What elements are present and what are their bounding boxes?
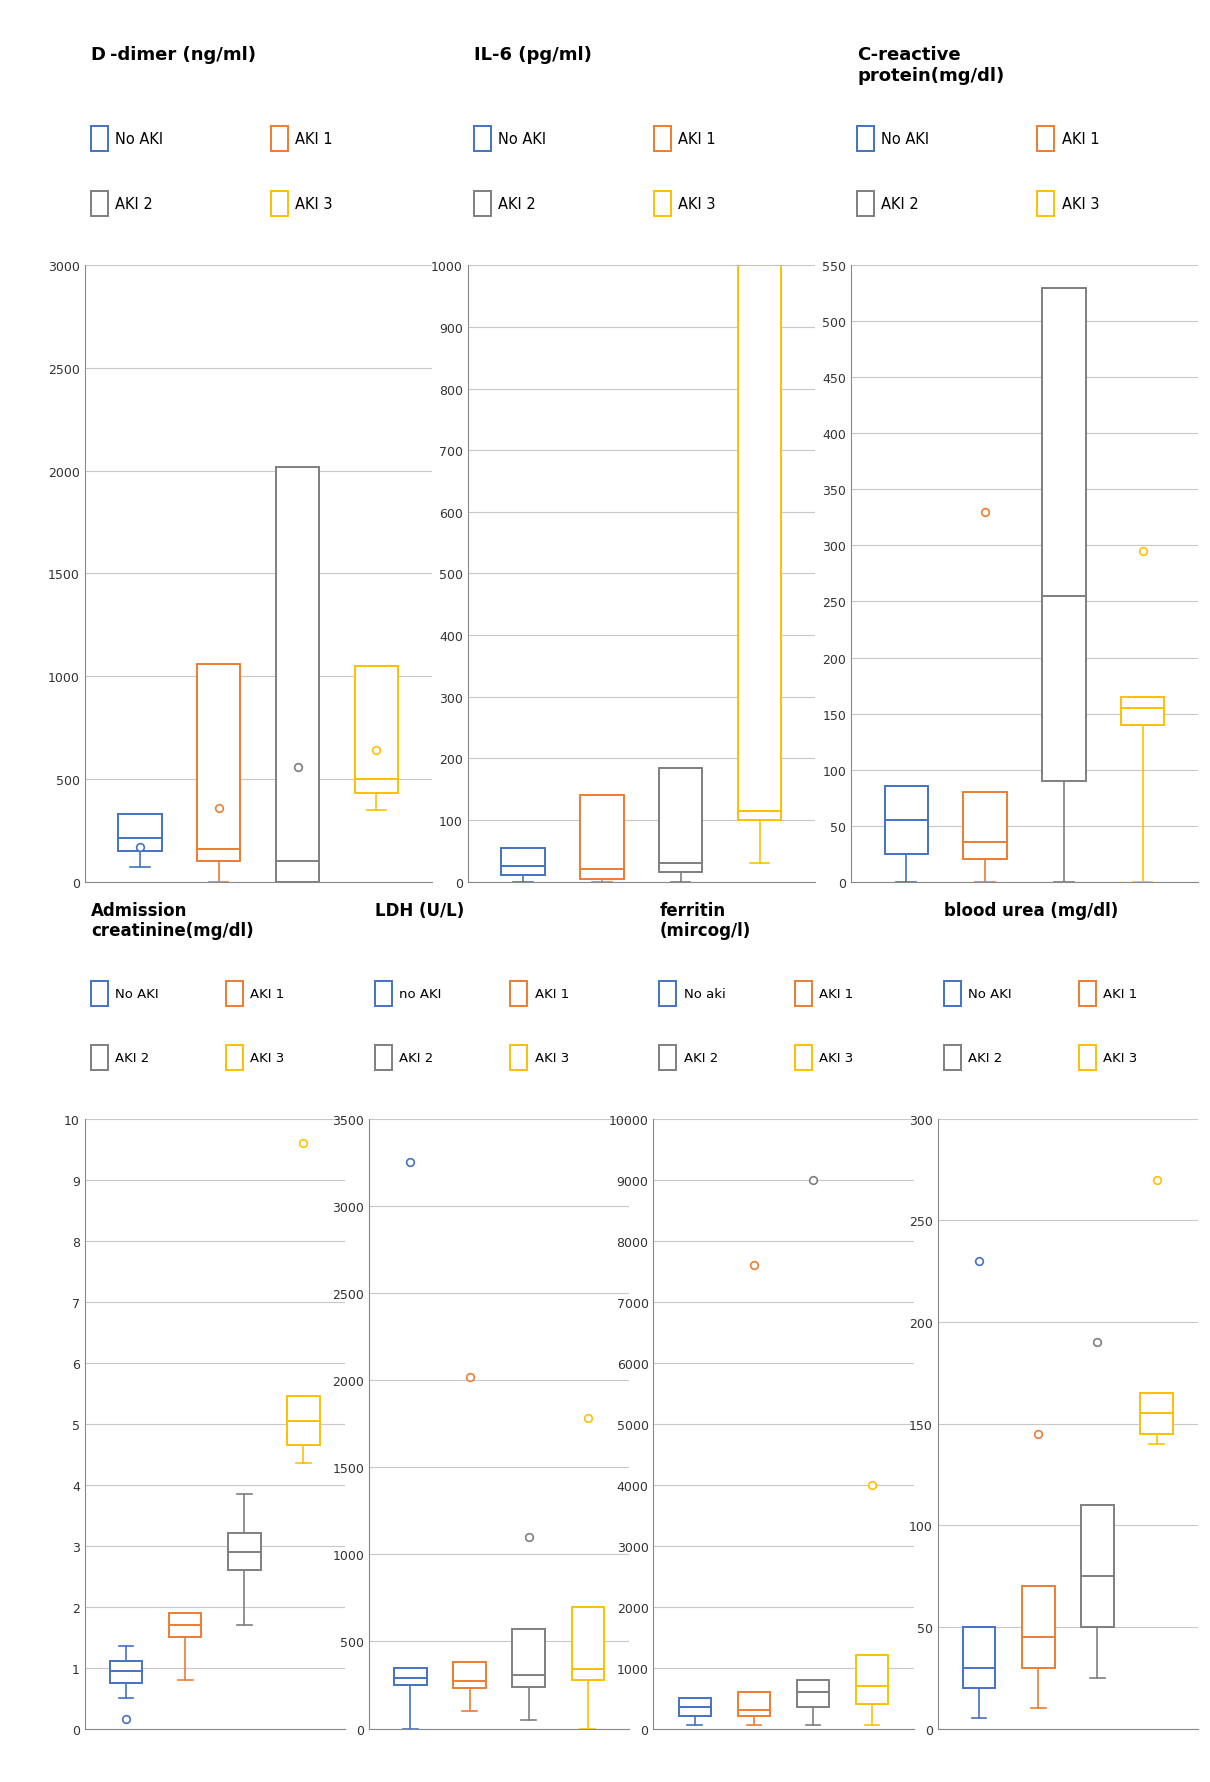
Bar [885, 788, 928, 854]
Bar [963, 793, 1007, 859]
Bar [276, 467, 319, 882]
Bar [512, 1629, 544, 1688]
Text: Admission
creatinine(mg/dl): Admission creatinine(mg/dl) [91, 902, 253, 939]
Text: blood urea (mg/dl): blood urea (mg/dl) [944, 902, 1118, 920]
Bar [197, 665, 241, 861]
Bar [738, 266, 782, 820]
Text: AKI 1: AKI 1 [1061, 132, 1099, 148]
Bar [501, 848, 544, 877]
Bar [571, 1607, 604, 1680]
Text: No AKI: No AKI [115, 132, 163, 148]
Text: D: D [91, 46, 105, 64]
Text: AKI 1: AKI 1 [1104, 987, 1137, 1001]
Text: AKI 3: AKI 3 [295, 198, 333, 212]
Text: C-reactive
protein(mg/dl): C-reactive protein(mg/dl) [857, 46, 1004, 86]
Text: AKI 1: AKI 1 [295, 132, 333, 148]
Text: ferritin
(mircog/l): ferritin (mircog/l) [659, 902, 750, 939]
Text: AKI 1: AKI 1 [679, 132, 716, 148]
Bar [1022, 1586, 1055, 1668]
Bar [355, 666, 398, 793]
Bar [169, 1613, 202, 1638]
Bar [1081, 1506, 1113, 1627]
Text: No AKI: No AKI [968, 987, 1012, 1001]
Text: IL-6 (pg/ml): IL-6 (pg/ml) [474, 46, 592, 64]
Bar [1120, 697, 1164, 725]
Text: AKI 2: AKI 2 [499, 198, 536, 212]
Text: No AKI: No AKI [115, 987, 159, 1001]
Bar [110, 1661, 143, 1682]
Text: AKI 2: AKI 2 [684, 1051, 718, 1064]
Text: AKI 2: AKI 2 [399, 1051, 433, 1064]
Bar [1042, 289, 1085, 781]
Text: no AKI: no AKI [399, 987, 442, 1001]
Text: AKI 3: AKI 3 [250, 1051, 284, 1064]
Text: AKI 2: AKI 2 [115, 1051, 149, 1064]
Bar [796, 1680, 829, 1707]
Bar [738, 1691, 771, 1716]
Text: AKI 3: AKI 3 [1104, 1051, 1137, 1064]
Bar [855, 1655, 888, 1704]
Text: No AKI: No AKI [881, 132, 929, 148]
Text: AKI 1: AKI 1 [535, 987, 569, 1001]
Bar [679, 1698, 711, 1716]
Bar [454, 1663, 486, 1689]
Text: -dimer (ng/ml): -dimer (ng/ml) [110, 46, 257, 64]
Text: AKI 3: AKI 3 [819, 1051, 853, 1064]
Text: LDH (U/L): LDH (U/L) [375, 902, 465, 920]
Text: AKI 2: AKI 2 [115, 198, 152, 212]
Text: AKI 3: AKI 3 [679, 198, 716, 212]
Text: AKI 2: AKI 2 [968, 1051, 1002, 1064]
Bar [1140, 1394, 1172, 1435]
Bar [963, 1627, 996, 1688]
Text: AKI 2: AKI 2 [881, 198, 920, 212]
Bar [659, 768, 702, 873]
Text: AKI 1: AKI 1 [250, 987, 284, 1001]
Bar [119, 814, 162, 852]
Text: No aki: No aki [684, 987, 726, 1001]
Text: AKI 3: AKI 3 [1061, 198, 1099, 212]
Bar [287, 1397, 319, 1445]
Bar [227, 1534, 260, 1570]
Text: AKI 1: AKI 1 [819, 987, 853, 1001]
Bar [581, 797, 623, 879]
Bar [394, 1668, 427, 1686]
Text: No AKI: No AKI [499, 132, 546, 148]
Text: AKI 3: AKI 3 [535, 1051, 569, 1064]
